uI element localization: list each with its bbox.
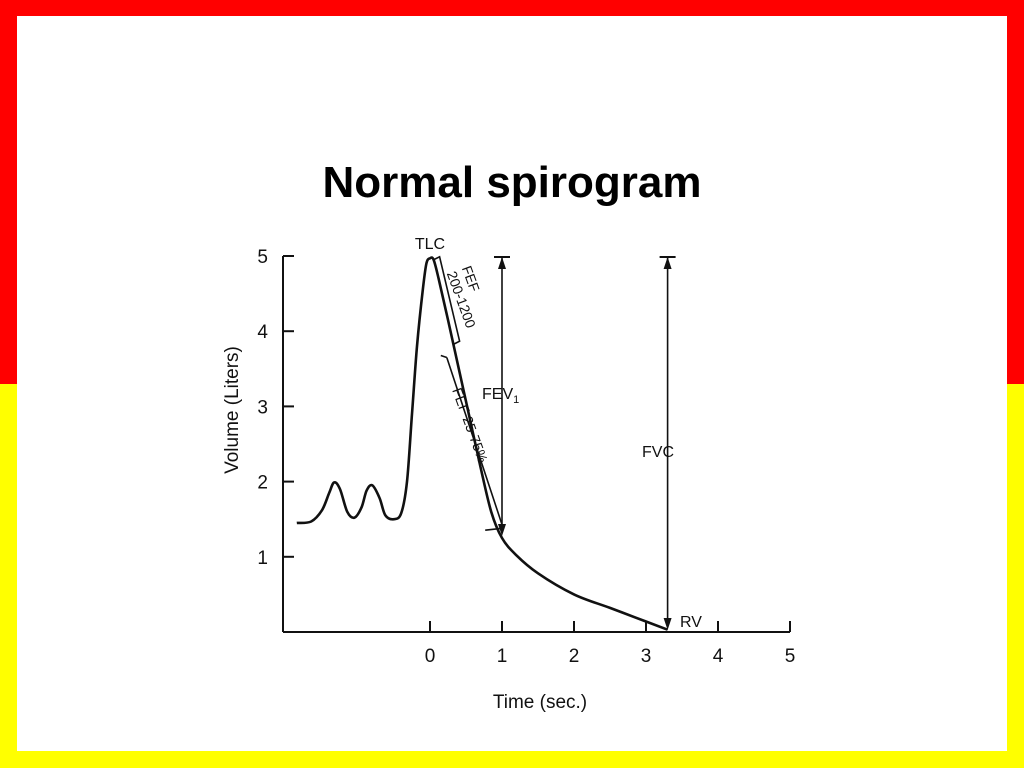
x-tick-label-2: 2	[569, 646, 580, 667]
fev1-arrowhead-up	[498, 257, 506, 269]
chart-series	[296, 256, 669, 631]
y-tick-label-3: 3	[257, 397, 268, 418]
fvc-arrowhead-up	[663, 257, 672, 269]
y-axis-label: Volume (Liters)	[222, 346, 243, 474]
slide-panel	[17, 16, 1007, 751]
page-title: Normal spirogram	[322, 158, 702, 207]
fef-25-75-bracket	[440, 354, 505, 532]
fef-200-1200-label: FEF 200-1200	[444, 264, 483, 331]
spirogram-line	[296, 256, 669, 631]
tlc-label: TLC	[415, 236, 445, 253]
x-tick-label-5: 5	[785, 646, 796, 667]
y-tick-label-1: 1	[257, 548, 268, 569]
fev1-arrowhead-down	[498, 524, 506, 536]
y-tick-label-2: 2	[257, 473, 268, 494]
chart-axes	[282, 256, 790, 633]
y-tick-label-5: 5	[257, 247, 268, 268]
chart-annotations	[433, 255, 676, 630]
y-tick-label-4: 4	[257, 322, 268, 343]
x-tick-label-3: 3	[641, 646, 652, 667]
fvc-label: FVC	[642, 444, 674, 461]
x-axis-label: Time (sec.)	[493, 692, 587, 713]
x-tick-label-4: 4	[713, 646, 724, 667]
fev1-label: FEV1	[482, 386, 519, 406]
rv-label: RV	[680, 614, 702, 631]
fef-200-1200-bracket	[433, 255, 461, 345]
x-tick-label-1: 1	[497, 646, 508, 667]
x-tick-label-0: 0	[425, 646, 436, 667]
chart-ticks: 1 2 3 4 5 0 1 2 3 4 5	[257, 247, 795, 667]
fvc-arrowhead-down	[663, 618, 672, 630]
